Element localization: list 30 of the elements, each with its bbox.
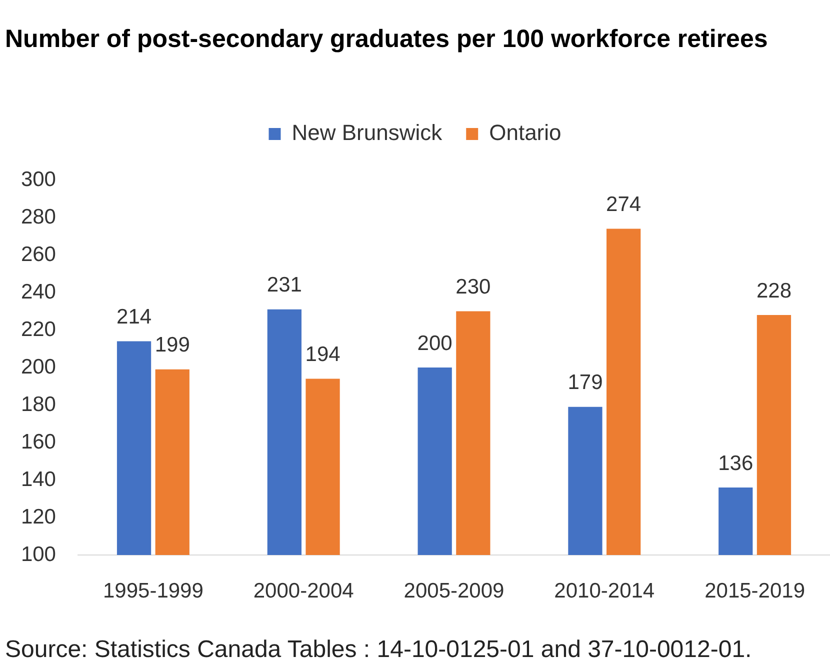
x-tick-label: 2015-2019 xyxy=(704,579,806,602)
x-tick-label: 2005-2009 xyxy=(404,579,504,602)
chart-title: Number of post-secondary graduates per 100 workforce retirees xyxy=(5,25,768,54)
y-tick-label: 200 xyxy=(20,355,56,378)
data-label: 274 xyxy=(606,193,642,216)
x-tick-label: 1995-1999 xyxy=(102,579,204,602)
source-note: Source: Statistics Canada Tables : 14-10-0125-01 and 37-10-0012-01. xyxy=(5,636,752,664)
y-tick-label: 300 xyxy=(20,168,56,191)
y-tick-label: 280 xyxy=(20,205,56,228)
data-label: 200 xyxy=(417,332,452,355)
data-label: 231 xyxy=(266,274,302,297)
y-tick-label: 260 xyxy=(20,242,56,266)
x-tick-label: 2010-2014 xyxy=(554,579,655,602)
y-tick-label: 140 xyxy=(20,468,56,491)
data-label: 228 xyxy=(756,279,792,302)
data-label: 214 xyxy=(116,306,152,329)
data-label: 136 xyxy=(718,452,754,475)
y-tick-label: 120 xyxy=(20,505,56,528)
x-tick-label: 2000-2004 xyxy=(253,579,354,602)
y-tick-label: 160 xyxy=(20,430,56,454)
legend-label: New Brunswick xyxy=(292,120,444,146)
legend-label: Ontario xyxy=(489,120,562,146)
data-label: 179 xyxy=(568,371,603,394)
data-label: 199 xyxy=(154,334,190,357)
y-tick-label: 180 xyxy=(20,392,56,416)
data-label: 230 xyxy=(456,276,491,299)
y-tick-label: 240 xyxy=(20,280,56,304)
y-tick-label: 220 xyxy=(20,318,56,341)
data-label: 194 xyxy=(305,343,341,366)
y-tick-label: 100 xyxy=(20,542,56,566)
